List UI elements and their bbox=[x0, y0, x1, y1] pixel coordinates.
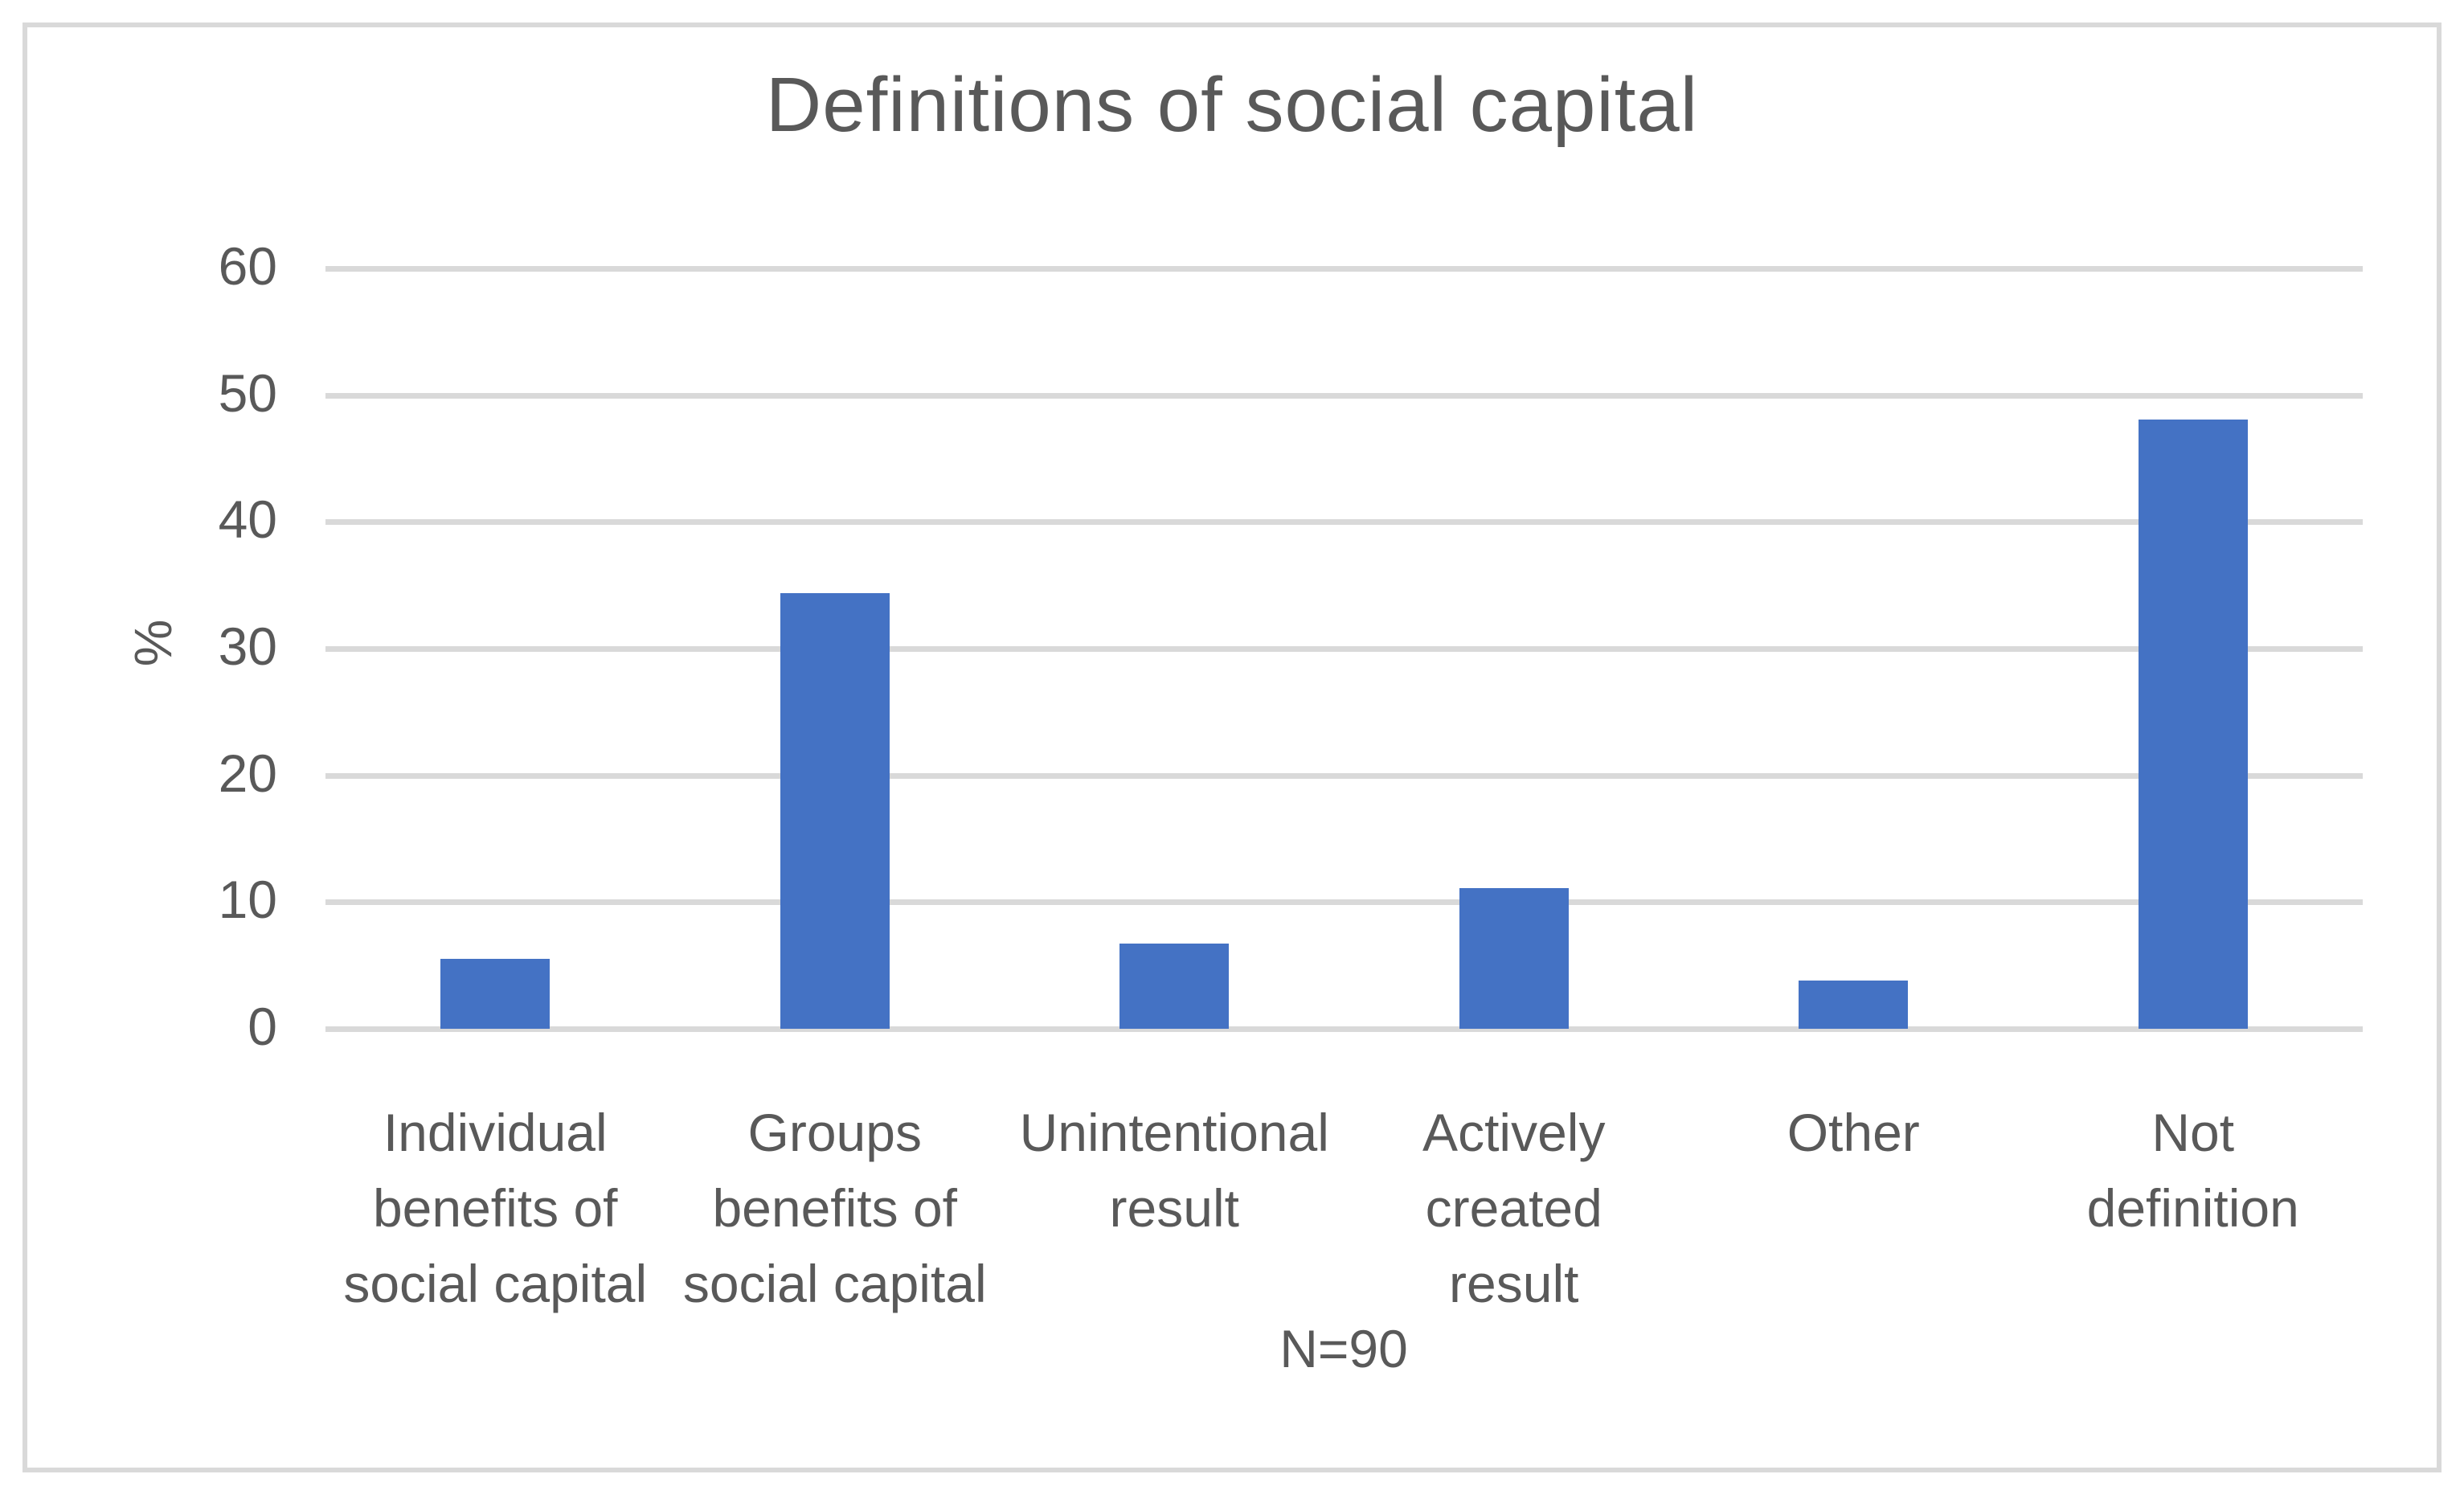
y-tick-label-50: 50 bbox=[218, 362, 277, 423]
x-category-label-line: Other bbox=[1787, 1103, 1920, 1162]
x-category-label-line: Not bbox=[2151, 1103, 2235, 1162]
x-category-label-line: Individual bbox=[383, 1103, 608, 1162]
chart-title: Definitions of social capital bbox=[765, 62, 1699, 148]
x-category-label-line: benefits of bbox=[712, 1178, 958, 1238]
sample-size-note: N=90 bbox=[1279, 1319, 1408, 1378]
x-category-label-line: created bbox=[1425, 1178, 1602, 1238]
gridline-50 bbox=[325, 392, 2363, 399]
x-category-label-line: Unintentional bbox=[1019, 1103, 1329, 1162]
bar bbox=[2138, 419, 2248, 1029]
gridline-0 bbox=[325, 1026, 2363, 1032]
y-tick-label-60: 60 bbox=[218, 235, 277, 296]
bar bbox=[440, 959, 551, 1029]
x-category-label: Groups benefits of social capital bbox=[662, 1095, 1008, 1321]
gridline-40 bbox=[325, 519, 2363, 526]
bar bbox=[780, 592, 890, 1029]
chart-border-frame bbox=[23, 23, 2441, 1472]
y-tick-label-30: 30 bbox=[218, 616, 277, 676]
x-category-label: Unintentional result bbox=[1001, 1095, 1347, 1246]
y-tick-label-20: 20 bbox=[218, 743, 277, 803]
bar bbox=[1459, 887, 1569, 1029]
gridline-10 bbox=[325, 899, 2363, 906]
x-category-label-line: definition bbox=[2086, 1178, 2299, 1238]
gridline-60 bbox=[325, 266, 2363, 272]
x-category-label-line: Groups bbox=[747, 1103, 922, 1162]
y-tick-label-40: 40 bbox=[218, 489, 277, 550]
x-category-label-line: benefits of bbox=[372, 1178, 618, 1238]
x-category-label: Actively created result bbox=[1341, 1095, 1687, 1321]
x-category-label: Other bbox=[1680, 1095, 2026, 1170]
gridline-30 bbox=[325, 646, 2363, 652]
x-category-label-line: social capital bbox=[682, 1254, 987, 1313]
bar bbox=[1799, 981, 1909, 1029]
y-tick-label-10: 10 bbox=[218, 870, 277, 930]
x-category-label-line: social capital bbox=[343, 1254, 648, 1313]
x-category-label-line: result bbox=[1109, 1178, 1239, 1238]
bar bbox=[1119, 944, 1230, 1029]
x-category-label-line: result bbox=[1449, 1254, 1579, 1313]
gridline-20 bbox=[325, 772, 2363, 779]
y-tick-label-0: 0 bbox=[248, 996, 277, 1056]
x-category-label-line: Actively bbox=[1422, 1103, 1606, 1162]
x-category-label: Not definition bbox=[2020, 1095, 2366, 1246]
x-category-label: Individual benefits of social capital bbox=[322, 1095, 668, 1321]
